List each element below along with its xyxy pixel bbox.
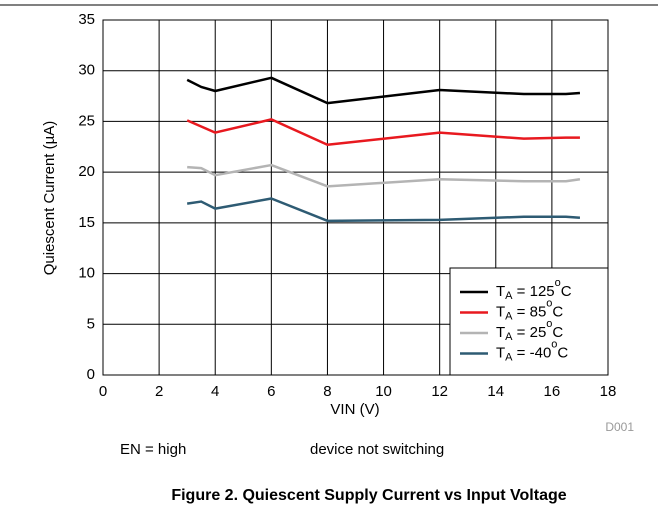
caption: Figure 2. Quiescent Supply Current vs In…: [171, 487, 566, 504]
legend-label: TA = 85oC: [496, 297, 563, 322]
legend-box: [449, 267, 609, 376]
y-tick-label: 25: [78, 112, 95, 129]
legend-label: TA = 125oC: [496, 277, 572, 302]
x-tick-label: 4: [211, 383, 219, 400]
y-tick-label: 15: [78, 214, 95, 231]
y-axis-label: Quiescent Current (µA): [41, 121, 58, 276]
legend-label: TA = 25oC: [496, 318, 563, 343]
legend-label: TA = -40oC: [496, 338, 568, 363]
y-tick-label: 0: [87, 366, 95, 383]
y-tick-label: 5: [87, 315, 95, 332]
y-tick-label: 35: [78, 11, 95, 28]
x-tick-label: 0: [99, 383, 107, 400]
x-tick-label: 16: [544, 383, 561, 400]
y-tick-label: 30: [78, 62, 95, 79]
x-tick-label: 8: [323, 383, 331, 400]
x-tick-label: 12: [431, 383, 448, 400]
series-line: [186, 197, 581, 223]
y-tick-label: 20: [78, 163, 95, 180]
series-line: [186, 118, 580, 147]
x-tick-label: 2: [155, 383, 163, 400]
series-line: [186, 76, 581, 105]
x-tick-label: 10: [375, 383, 392, 400]
x-tick-label: 6: [267, 383, 275, 400]
x-axis-label: VIN (V): [330, 401, 379, 418]
figure-id: D001: [605, 420, 634, 434]
y-tick-label: 10: [78, 265, 95, 282]
condition: device not switching: [310, 441, 444, 458]
plot-border: [102, 19, 609, 376]
x-tick-label: 18: [600, 383, 617, 400]
condition: EN = high: [120, 441, 186, 458]
x-tick-label: 14: [487, 383, 504, 400]
series-line: [187, 163, 581, 188]
